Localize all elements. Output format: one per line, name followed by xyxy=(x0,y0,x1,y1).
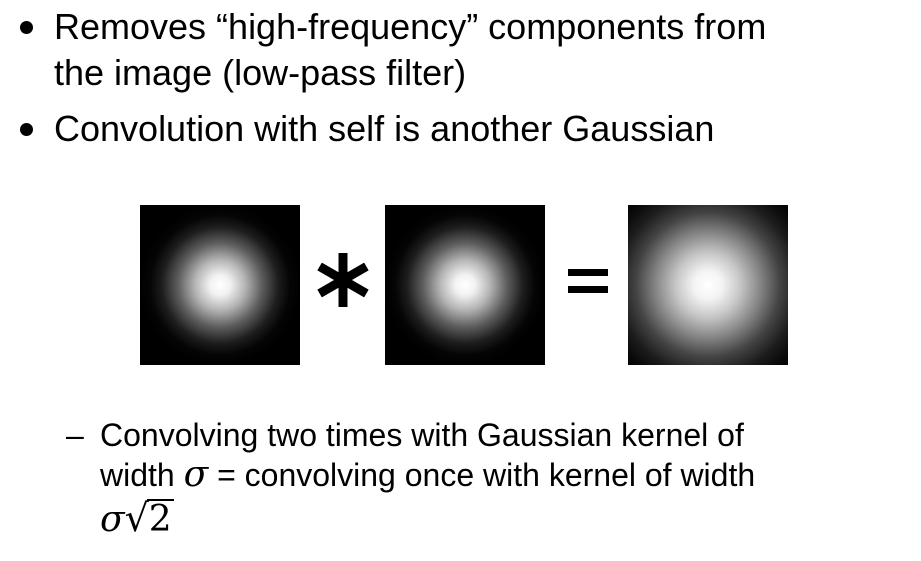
bullet-text-line-2: the image (low-pass filter) xyxy=(54,52,467,93)
bullet-dot-icon xyxy=(20,21,33,34)
sub-bullet-dash: – xyxy=(66,417,84,453)
bullet-list: Removes “high-frequency” components from… xyxy=(18,4,908,152)
gaussian-kernel-image xyxy=(140,205,300,365)
sub-bullet-line-2: width σ = convolving once with kernel of… xyxy=(100,455,921,495)
sigma-symbol: σ xyxy=(183,454,209,495)
square-root: √2 xyxy=(125,499,174,540)
bullet-text-line-1: Removes “high-frequency” components from xyxy=(54,6,767,47)
equals-sign-icon xyxy=(568,269,608,293)
radicand-value: 2 xyxy=(146,499,174,540)
wider-gaussian-kernel-image xyxy=(628,205,788,365)
sub-bullet-line-1: Convolving two times with Gaussian kerne… xyxy=(100,417,744,453)
convolution-asterisk-icon xyxy=(317,253,369,307)
bullet-dot-icon xyxy=(20,123,33,136)
result-sigma-symbol: σ xyxy=(100,499,125,540)
sub-bullet-line-2-start: width xyxy=(100,457,184,493)
sub-bullet-item: – Convolving two times with Gaussian ker… xyxy=(66,415,921,541)
gaussian-kernel-image xyxy=(385,205,545,365)
gaussian-convolution-figure xyxy=(0,205,921,367)
radical-sign-icon: √ xyxy=(124,496,149,540)
sigma-sqrt-2-formula: σ√2 xyxy=(100,499,174,541)
bullet-item-low-pass: Removes “high-frequency” components from… xyxy=(18,4,908,96)
bullet-text-line-1: Convolution with self is another Gaussia… xyxy=(54,108,715,149)
sub-bullet-line-2-end: = convolving once with kernel of width xyxy=(208,457,756,493)
bullet-item-self-convolution: Convolution with self is another Gaussia… xyxy=(18,106,908,152)
